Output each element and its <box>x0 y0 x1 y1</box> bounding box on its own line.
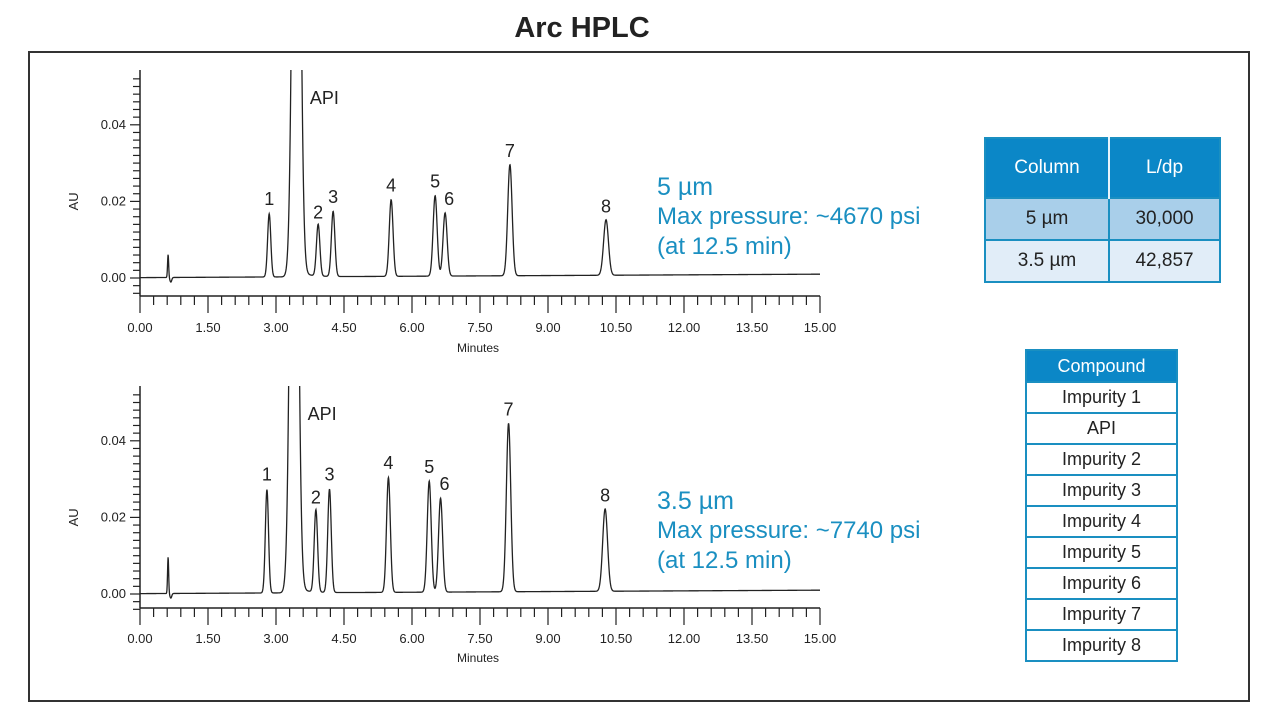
peak-label: 6 <box>440 474 450 494</box>
x-tick-label: 4.50 <box>331 320 356 335</box>
x-tick-label: 7.50 <box>467 320 492 335</box>
y-tick-label: 0.00 <box>101 270 126 285</box>
peak-label: 5 <box>430 172 440 192</box>
compound-row: API <box>1025 412 1178 445</box>
peak-label: 6 <box>444 189 454 209</box>
annotation-time: (at 12.5 min) <box>657 547 792 574</box>
figure-title: Arc HPLC <box>514 12 650 44</box>
ldp-header-row: Column L/dp <box>985 138 1220 198</box>
annotation-3-5um: 3.5 µm Max pressure: ~7740 psi (at 12.5 … <box>657 486 920 576</box>
y-tick-label: 0.04 <box>101 117 126 132</box>
peak-label: 1 <box>262 465 272 485</box>
ldp-table: Column L/dp 5 µm 30,000 3.5 µm 42,857 <box>983 137 1221 283</box>
x-tick-label: 13.50 <box>736 631 769 646</box>
x-tick-label: 6.00 <box>399 320 424 335</box>
annotation-size: 5 µm <box>657 173 714 201</box>
peak-label: 2 <box>313 202 323 222</box>
compound-row: Impurity 1 <box>1025 381 1178 414</box>
x-tick-label: 4.50 <box>331 631 356 646</box>
annotation-5um: 5 µm Max pressure: ~4670 psi (at 12.5 mi… <box>657 172 920 262</box>
compound-row: Impurity 5 <box>1025 536 1178 569</box>
peak-label: 5 <box>424 457 434 477</box>
ldp-row: 3.5 µm 42,857 <box>983 239 1221 283</box>
x-axis-label: Minutes <box>457 341 499 355</box>
ldp-header-column: Column <box>985 138 1111 198</box>
x-tick-label: 3.00 <box>263 320 288 335</box>
compound-row: Impurity 6 <box>1025 567 1178 600</box>
x-tick-label: 3.00 <box>263 631 288 646</box>
chromatogram-trace <box>140 386 820 599</box>
y-tick-label: 0.02 <box>101 509 126 524</box>
x-axis-label: Minutes <box>457 651 499 665</box>
peak-label: 2 <box>311 488 321 508</box>
peak-label: 1 <box>264 189 274 209</box>
x-tick-label: 15.00 <box>804 320 837 335</box>
chromatogram-panel-0: 0.00 0.02 0.04 AU 0.00 1.50 3.00 4.50 6.00 7.50 9.… <box>66 70 837 355</box>
peak-label: 8 <box>601 196 611 216</box>
x-tick-label: 13.50 <box>736 320 769 335</box>
ldp-cell: 3.5 µm <box>983 239 1111 283</box>
ldp-header-ldp: L/dp <box>1109 138 1220 198</box>
x-tick-label: 9.00 <box>535 320 560 335</box>
peak-label: API <box>308 404 337 424</box>
x-tick-label: 10.50 <box>600 320 633 335</box>
y-axis-label: AU <box>66 192 81 210</box>
x-tick-label: 0.00 <box>127 631 152 646</box>
compound-row: Impurity 8 <box>1025 629 1178 662</box>
x-tick-label: 10.50 <box>600 631 633 646</box>
peak-label: 3 <box>328 187 338 207</box>
x-tick-label: 9.00 <box>535 631 560 646</box>
annotation-size: 3.5 µm <box>657 487 734 515</box>
chromatogram-panel-1: 0.00 0.02 0.04 AU 0.00 1.50 3.00 4.50 6.00 7.50 9.… <box>66 386 837 665</box>
x-tick-label: 15.00 <box>804 631 837 646</box>
ldp-cell: 30,000 <box>1108 197 1221 241</box>
x-tick-label: 1.50 <box>195 320 220 335</box>
chromatogram-trace <box>140 70 820 283</box>
compound-header: Compound <box>1026 350 1177 382</box>
y-tick-label: 0.04 <box>101 433 126 448</box>
x-tick-label: 6.00 <box>399 631 424 646</box>
annotation-pressure: Max pressure: ~4670 psi <box>657 203 921 230</box>
x-tick-label: 12.00 <box>668 631 701 646</box>
peak-label: 7 <box>505 141 515 161</box>
compound-row: Impurity 7 <box>1025 598 1178 631</box>
x-tick-label: 7.50 <box>467 631 492 646</box>
x-tick-label: 0.00 <box>127 320 152 335</box>
peak-label: 7 <box>504 399 514 419</box>
annotation-time: (at 12.5 min) <box>657 233 792 260</box>
figure-frame <box>28 51 1250 702</box>
compound-row: Impurity 4 <box>1025 505 1178 538</box>
y-tick-label: 0.02 <box>101 193 126 208</box>
x-tick-label: 1.50 <box>195 631 220 646</box>
peak-label: API <box>310 88 339 108</box>
compound-table: Compound Impurity 1 API Impurity 2 Impur… <box>1025 349 1178 662</box>
peak-label: 8 <box>600 486 610 506</box>
peak-label: 3 <box>324 465 334 485</box>
compound-row: Impurity 3 <box>1025 474 1178 507</box>
ldp-cell: 42,857 <box>1108 239 1221 283</box>
peak-label: 4 <box>386 175 396 195</box>
ldp-row: 5 µm 30,000 <box>983 197 1221 241</box>
x-tick-label: 12.00 <box>668 320 701 335</box>
peak-label: 4 <box>383 453 393 473</box>
compound-row: Impurity 2 <box>1025 443 1178 476</box>
y-axis-label: AU <box>66 508 81 526</box>
ldp-cell: 5 µm <box>983 197 1111 241</box>
annotation-pressure: Max pressure: ~7740 psi <box>657 517 921 544</box>
y-tick-label: 0.00 <box>101 586 126 601</box>
